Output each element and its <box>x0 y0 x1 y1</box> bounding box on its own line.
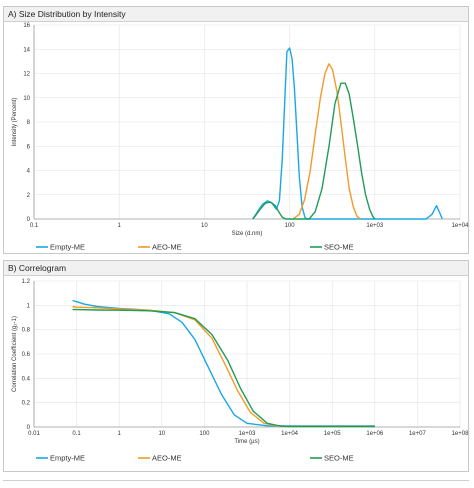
series-line-aeo-me <box>292 63 361 220</box>
x-tick-label: 1e+07 <box>409 431 427 437</box>
y-tick-label: 0.2 <box>22 401 31 407</box>
legend-label: Empty-ME <box>50 243 85 252</box>
chart-a-title: A) Size Distribution by Intensity <box>4 7 468 22</box>
series-line-seo-me <box>252 82 376 220</box>
x-tick-label: 1e+03 <box>366 223 384 229</box>
legend-label: SEO-ME <box>324 243 354 252</box>
bottom-divider <box>3 480 469 481</box>
y-tick-label: 0 <box>27 217 31 223</box>
chart-b-title: B) Correlogram <box>4 261 468 276</box>
y-tick-label: 1.2 <box>22 279 31 285</box>
x-tick-label: 1e+03 <box>239 431 257 437</box>
x-tick-label: 1e+08 <box>452 431 470 437</box>
y-axis-label: Correlation Coefficient (g₂-1) <box>12 316 18 392</box>
y-tick-label: 4 <box>27 169 31 175</box>
correlogram-panel: B) Correlogram 0 0.2 0.4 0.6 0.8 1 1.2 0.01 0.1 1… <box>3 260 469 472</box>
x-tick-label: 0.01 <box>28 431 40 437</box>
x-tick-label: 1e+06 <box>366 431 384 437</box>
correlogram-chart: 0 0.2 0.4 0.6 0.8 1 1.2 0.01 0.1 1 10 100 1e+03 1e+04… <box>12 279 470 463</box>
y-tick-label: 1 <box>27 303 31 309</box>
y-tick-label: 0 <box>27 425 31 431</box>
x-tick-label: 100 <box>199 431 210 437</box>
y-tick-label: 6 <box>27 144 31 150</box>
y-tick-label: 8 <box>27 120 31 126</box>
x-tick-label: 1 <box>118 431 122 437</box>
x-tick-label: 0.1 <box>72 431 81 437</box>
series-line-seo-me <box>72 308 375 428</box>
y-tick-label: 0.6 <box>22 352 31 358</box>
x-axis-label: Time (µs) <box>234 439 259 445</box>
series-line-aeo-me <box>72 305 375 428</box>
size-distribution-panel: A) Size Distribution by Intensity 0 2 4 6 8 1… <box>3 6 469 254</box>
x-tick-label: 1e+05 <box>324 431 342 437</box>
y-tick-label: 12 <box>23 72 30 78</box>
y-tick-label: 10 <box>23 96 30 102</box>
x-tick-label: 10 <box>201 223 208 229</box>
legend-label: Empty-ME <box>50 454 85 463</box>
x-tick-label: 1e+04 <box>452 223 470 229</box>
x-axis-label: Size (d.nm) <box>232 231 263 237</box>
y-tick-label: 14 <box>23 47 30 53</box>
legend-label: AEO-ME <box>152 454 182 463</box>
series-line-empty-me <box>72 299 375 427</box>
y-axis-label: Intensity (Percent) <box>12 98 18 147</box>
x-tick-label: 0.1 <box>30 223 39 229</box>
legend-label: AEO-ME <box>152 243 182 252</box>
x-tick-label: 1 <box>118 223 122 229</box>
x-tick-label: 1e+04 <box>281 431 299 437</box>
y-tick-label: 0.8 <box>22 328 31 334</box>
y-tick-label: 2 <box>27 193 31 199</box>
y-tick-label: 0.4 <box>22 376 31 382</box>
legend-label: SEO-ME <box>324 454 354 463</box>
x-tick-label: 100 <box>285 223 296 229</box>
x-tick-label: 10 <box>158 431 165 437</box>
y-tick-label: 16 <box>23 23 30 29</box>
size-distribution-chart: 0 2 4 6 8 10 12 14 16 0.1 1 10 100 1e+03 1e+04 Size (d.… <box>12 23 470 252</box>
